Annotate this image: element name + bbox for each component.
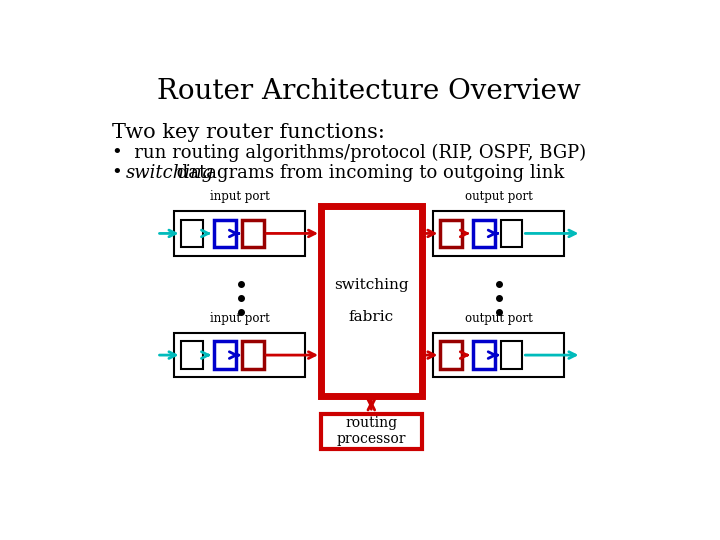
Bar: [500, 341, 523, 369]
Bar: [433, 211, 564, 256]
Bar: [214, 341, 235, 369]
Bar: [181, 220, 203, 247]
Text: Router Architecture Overview: Router Architecture Overview: [157, 78, 581, 105]
Bar: [242, 220, 264, 247]
Text: output port: output port: [464, 191, 532, 204]
Text: switching

fabric: switching fabric: [334, 278, 409, 324]
Text: •: •: [112, 164, 134, 181]
Bar: [321, 206, 422, 396]
Bar: [473, 220, 495, 247]
Text: routing
processor: routing processor: [336, 416, 406, 447]
Text: •  run routing algorithms/protocol (RIP, OSPF, BGP): • run routing algorithms/protocol (RIP, …: [112, 144, 586, 161]
Bar: [441, 220, 462, 247]
Bar: [321, 414, 422, 449]
Text: datagrams from incoming to outgoing link: datagrams from incoming to outgoing link: [171, 164, 564, 181]
Bar: [181, 341, 203, 369]
Text: Two key router functions:: Two key router functions:: [112, 123, 384, 142]
Bar: [473, 341, 495, 369]
Bar: [500, 220, 523, 247]
Text: output port: output port: [464, 312, 532, 325]
Bar: [174, 211, 305, 256]
Bar: [174, 333, 305, 377]
Text: switching: switching: [126, 164, 214, 181]
Text: input port: input port: [210, 191, 269, 204]
Bar: [242, 341, 264, 369]
Bar: [214, 220, 235, 247]
Bar: [433, 333, 564, 377]
Text: input port: input port: [210, 312, 269, 325]
Bar: [441, 341, 462, 369]
